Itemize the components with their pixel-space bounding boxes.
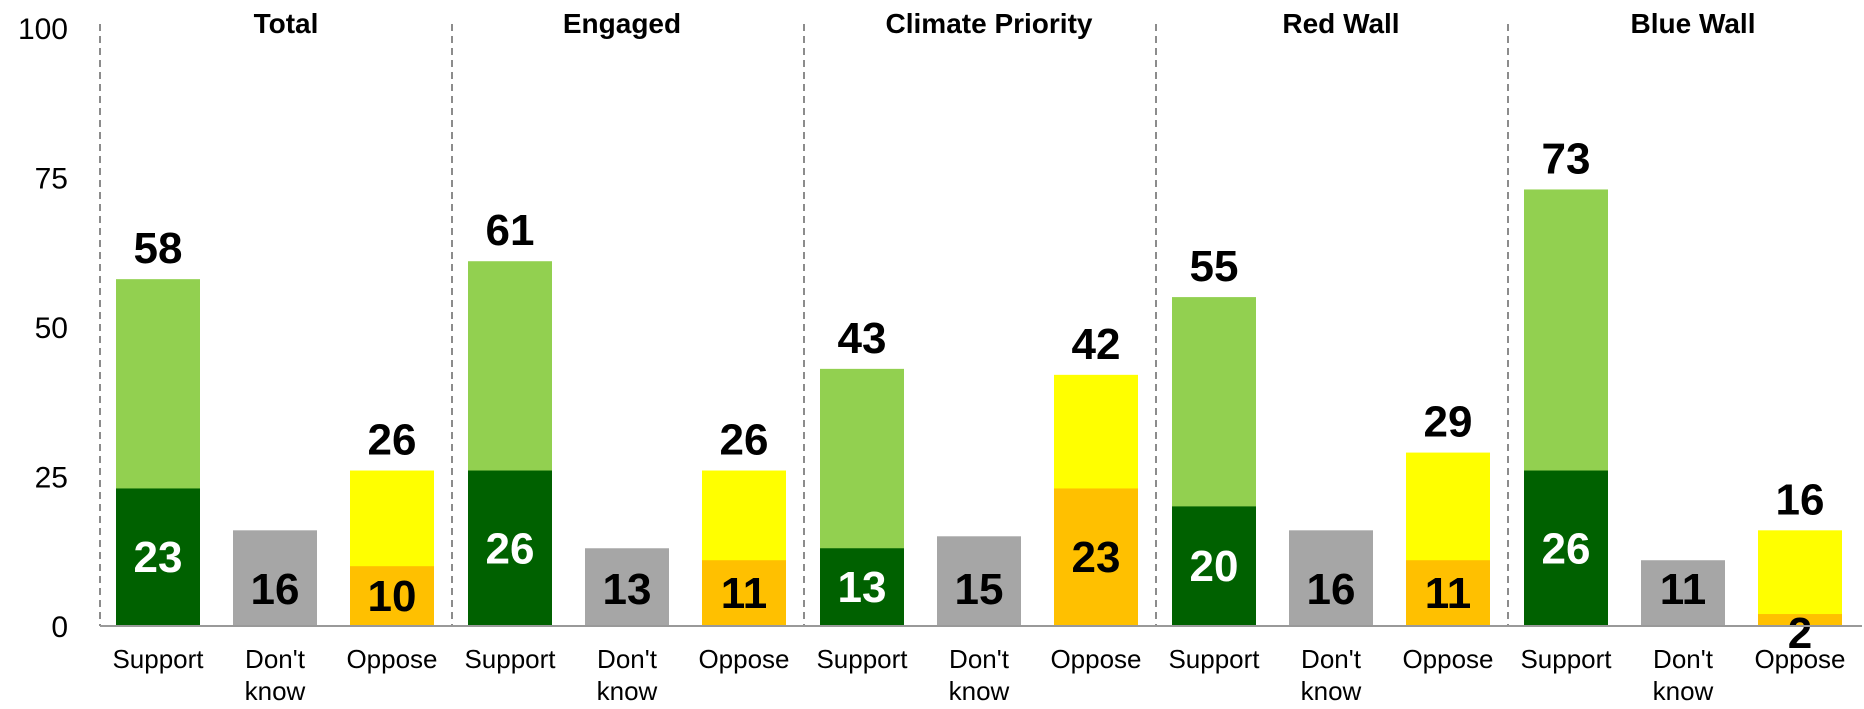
y-tick-label: 0	[51, 611, 68, 644]
category-label: Oppose	[346, 644, 437, 674]
data-label-total: 58	[134, 224, 183, 273]
bar-oppose-strong	[1758, 614, 1842, 626]
bar-dont-know-total	[937, 536, 1021, 626]
y-tick-label: 25	[35, 462, 68, 495]
category-label: Support	[1168, 644, 1260, 674]
bar-support-strong	[820, 548, 904, 626]
panel-title: Climate Priority	[886, 8, 1093, 39]
data-label-total: 29	[1424, 398, 1473, 447]
category-label: Oppose	[1050, 644, 1141, 674]
panel-separators	[99, 24, 1509, 626]
data-label-dont-know: 11	[1660, 565, 1707, 614]
panel-4: Blue Wall 26 73 Support 11 Don't know 2 16 Oppose	[1520, 8, 1845, 706]
category-label: Oppose	[1754, 644, 1845, 674]
data-label-total: 16	[1776, 475, 1825, 524]
panel-2: Climate Priority 13 43 Support 15 Don't know 23…	[816, 8, 1141, 706]
bar-oppose-total	[1758, 530, 1842, 626]
category-label: Support	[1520, 644, 1612, 674]
panel-1: Engaged 26 61 Support 13 Don't know 11 26 Oppose	[464, 8, 789, 706]
data-label-strong: 11	[721, 569, 768, 618]
data-label-total: 55	[1190, 242, 1239, 291]
data-label-strong: 13	[838, 563, 887, 612]
bar-support-strong	[1172, 506, 1256, 626]
y-tick-label: 75	[35, 163, 68, 196]
data-label-total: 26	[368, 416, 417, 465]
bar-oppose-strong	[350, 566, 434, 626]
category-label: Don't know	[245, 644, 306, 706]
data-label-strong: 26	[1542, 524, 1591, 573]
y-tick-label: 50	[35, 312, 68, 345]
bar-dont-know-total	[1289, 530, 1373, 626]
bar-dont-know-total	[233, 530, 317, 626]
bar-support-strong	[468, 470, 552, 626]
y-tick-label: 100	[18, 13, 68, 46]
y-axis: 0 25 50 75 100	[18, 13, 68, 644]
data-label-total: 73	[1542, 134, 1591, 183]
bar-dont-know-total	[1641, 560, 1725, 626]
data-label-total: 43	[838, 314, 887, 363]
data-label-dont-know: 13	[603, 565, 652, 614]
data-label-dont-know: 16	[1307, 565, 1356, 614]
data-label-dont-know: 16	[251, 565, 300, 614]
data-label-strong: 20	[1190, 542, 1239, 591]
category-label: Don't know	[949, 644, 1010, 706]
category-label: Oppose	[698, 644, 789, 674]
data-label-dont-know: 15	[955, 565, 1004, 614]
bar-dont-know-total	[585, 548, 669, 626]
bar-oppose-strong	[702, 560, 786, 626]
panel-0: Total 23 58 Support 16 Don't know 10 26 Oppose	[112, 8, 437, 706]
data-label-total: 42	[1072, 320, 1121, 369]
panel-title: Engaged	[563, 8, 681, 39]
data-label-strong: 23	[1072, 533, 1121, 582]
panel-title: Red Wall	[1282, 8, 1399, 39]
category-label: Support	[112, 644, 204, 674]
bar-support-strong	[1524, 470, 1608, 626]
data-label-strong: 10	[368, 572, 417, 621]
category-label: Don't know	[1301, 644, 1362, 706]
category-label: Oppose	[1402, 644, 1493, 674]
category-label: Don't know	[1653, 644, 1714, 706]
data-label-strong: 11	[1425, 569, 1472, 618]
category-label: Support	[816, 644, 908, 674]
category-label: Don't know	[597, 644, 658, 706]
bar-oppose-strong	[1054, 488, 1138, 626]
category-label: Support	[464, 644, 556, 674]
panel-title: Blue Wall	[1631, 8, 1756, 39]
data-label-total: 61	[486, 206, 535, 255]
data-label-total: 26	[720, 416, 769, 465]
panel-title: Total	[254, 8, 319, 39]
bar-oppose-strong	[1406, 560, 1490, 626]
data-label-strong: 23	[134, 533, 183, 582]
bar-support-strong	[116, 488, 200, 626]
data-label-strong: 2	[1788, 609, 1812, 658]
panel-3: Red Wall 20 55 Support 16 Don't know 11 29 Oppose	[1168, 8, 1493, 706]
data-label-strong: 26	[486, 524, 535, 573]
